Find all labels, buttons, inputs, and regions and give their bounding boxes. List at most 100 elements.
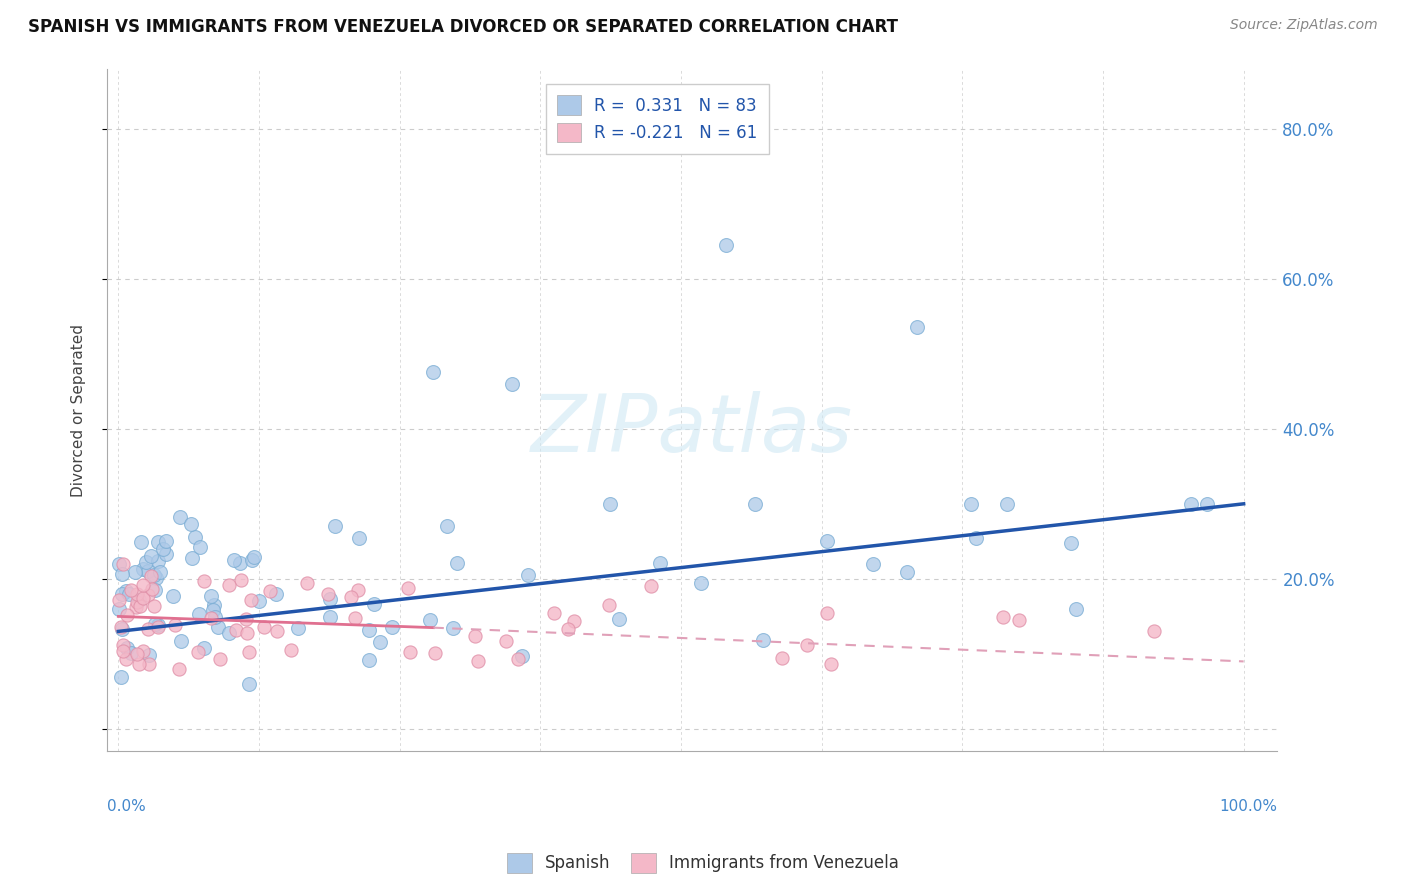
- Point: [136, 622, 159, 636]
- Point: [744, 497, 766, 511]
- Point: [495, 633, 517, 648]
- Point: [247, 593, 270, 607]
- Point: [238, 644, 260, 658]
- Point: [357, 624, 380, 638]
- Point: [318, 610, 340, 624]
- Point: [464, 629, 486, 643]
- Point: [125, 599, 148, 614]
- Point: [796, 638, 818, 652]
- Point: [169, 510, 191, 524]
- Point: [266, 624, 288, 639]
- Point: [516, 568, 538, 582]
- Point: [239, 593, 262, 607]
- Point: [425, 646, 447, 660]
- Point: [132, 644, 155, 658]
- Point: [138, 588, 160, 602]
- Point: [111, 638, 134, 652]
- Point: [218, 626, 240, 640]
- Point: [1060, 535, 1083, 549]
- Point: [110, 670, 132, 684]
- Point: [820, 657, 842, 671]
- Text: 100.0%: 100.0%: [1219, 799, 1278, 814]
- Point: [128, 599, 150, 613]
- Point: [132, 591, 155, 606]
- Point: [112, 644, 135, 658]
- Point: [1197, 497, 1219, 511]
- Point: [155, 534, 177, 549]
- Point: [188, 540, 211, 554]
- Point: [1180, 497, 1202, 511]
- Point: [180, 517, 202, 532]
- Point: [152, 541, 174, 556]
- Point: [368, 635, 391, 649]
- Point: [146, 620, 169, 634]
- Point: [991, 609, 1014, 624]
- Point: [125, 586, 148, 600]
- Point: [146, 535, 169, 549]
- Point: [959, 497, 981, 511]
- Point: [108, 601, 131, 615]
- Point: [501, 376, 523, 391]
- Point: [155, 547, 177, 561]
- Point: [319, 591, 342, 606]
- Point: [346, 582, 368, 597]
- Point: [115, 584, 138, 599]
- Point: [862, 557, 884, 571]
- Point: [120, 646, 142, 660]
- Point: [1142, 624, 1164, 639]
- Point: [202, 598, 225, 612]
- Point: [815, 534, 838, 549]
- Point: [399, 645, 422, 659]
- Text: Source: ZipAtlas.com: Source: ZipAtlas.com: [1230, 18, 1378, 32]
- Point: [183, 530, 205, 544]
- Point: [209, 651, 232, 665]
- Point: [128, 657, 150, 671]
- Legend: R =  0.331   N = 83, R = -0.221   N = 61: R = 0.331 N = 83, R = -0.221 N = 61: [546, 84, 769, 153]
- Point: [436, 519, 458, 533]
- Point: [446, 557, 468, 571]
- Point: [200, 611, 222, 625]
- Point: [323, 519, 346, 533]
- Point: [228, 556, 250, 570]
- Y-axis label: Divorced or Separated: Divorced or Separated: [72, 324, 86, 497]
- Point: [349, 531, 371, 545]
- Text: ZIPatlas: ZIPatlas: [531, 392, 853, 469]
- Point: [264, 587, 287, 601]
- Point: [128, 593, 150, 607]
- Point: [396, 581, 419, 595]
- Point: [297, 575, 319, 590]
- Point: [1007, 613, 1029, 627]
- Point: [135, 555, 157, 569]
- Point: [280, 643, 302, 657]
- Point: [145, 617, 167, 632]
- Point: [163, 617, 186, 632]
- Point: [143, 583, 166, 598]
- Point: [204, 610, 226, 624]
- Point: [343, 611, 366, 625]
- Point: [316, 587, 339, 601]
- Point: [240, 552, 263, 566]
- Point: [139, 549, 162, 564]
- Point: [124, 565, 146, 579]
- Point: [181, 551, 204, 566]
- Point: [131, 562, 153, 576]
- Point: [222, 553, 245, 567]
- Point: [146, 617, 169, 632]
- Point: [108, 593, 131, 607]
- Point: [110, 567, 132, 582]
- Point: [193, 574, 215, 589]
- Point: [443, 621, 465, 635]
- Point: [467, 655, 489, 669]
- Point: [115, 652, 138, 666]
- Point: [543, 607, 565, 621]
- Point: [193, 641, 215, 656]
- Point: [905, 320, 928, 334]
- Point: [770, 651, 793, 665]
- Point: [238, 677, 260, 691]
- Point: [287, 621, 309, 635]
- Point: [138, 657, 160, 671]
- Point: [111, 557, 134, 571]
- Point: [138, 648, 160, 663]
- Point: [207, 620, 229, 634]
- Point: [107, 557, 129, 571]
